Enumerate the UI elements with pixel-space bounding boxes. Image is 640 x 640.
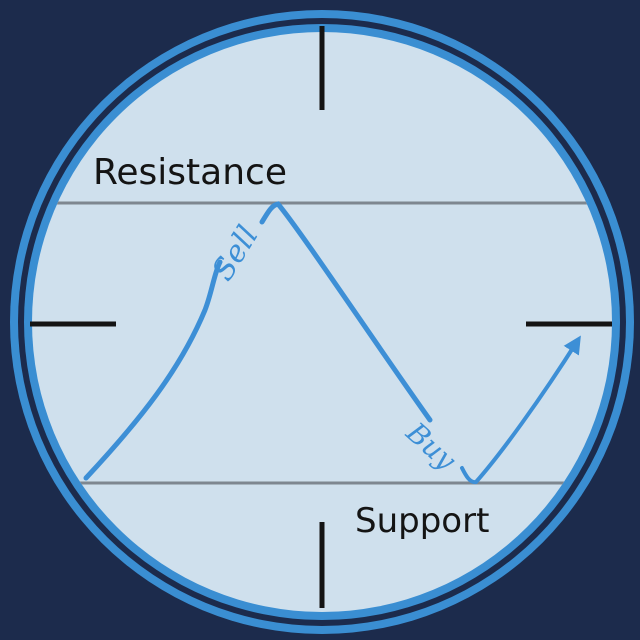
scope-lens [32, 32, 612, 612]
price-path-rise [83, 259, 223, 481]
price-path-fall [259, 201, 433, 423]
crosshair-icon [30, 26, 612, 608]
support-label: Support [355, 501, 490, 541]
arrow-up-right-icon [460, 335, 581, 485]
resistance-label: Resistance [93, 152, 287, 193]
